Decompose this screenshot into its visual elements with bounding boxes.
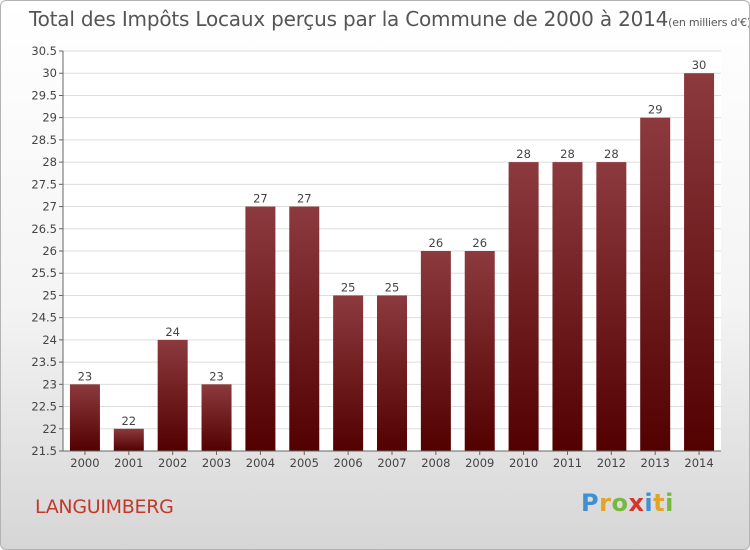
y-tick-label: 29 [42, 111, 57, 125]
y-tick-label: 23 [42, 377, 57, 391]
x-tick-label: 2010 [509, 456, 538, 470]
bar-value-label: 28 [560, 147, 575, 161]
y-tick-label: 26.5 [31, 222, 57, 236]
bar-value-label: 25 [385, 280, 400, 294]
bar-2001[interactable] [113, 428, 144, 451]
y-tick-label: 22 [42, 422, 57, 436]
logo-letter: r [599, 489, 612, 517]
logo-letter: i [665, 489, 674, 517]
bar-2002[interactable] [157, 339, 188, 451]
bar-value-label: 30 [692, 58, 707, 72]
x-tick-label: 2001 [114, 456, 143, 470]
y-tick-label: 25 [42, 288, 57, 302]
axes: 21.5 22 22.5 23 23.5 24 24.5 25 25.5 26 26.5 27 27.5… [31, 44, 721, 470]
bars: 23 22 24 23 27 27 25 25 26 26 28 28 28 29 30 [69, 58, 715, 452]
y-tick-label: 26 [42, 244, 57, 258]
x-tick-label: 2006 [333, 456, 362, 470]
bar-value-label: 28 [516, 147, 531, 161]
bar-2007[interactable] [377, 295, 407, 451]
y-tick-label: 23.5 [31, 355, 57, 369]
chart-title: Total des Impôts Locaux perçus par la Co… [29, 7, 750, 31]
logo-letter: o [611, 489, 629, 517]
bar-2008[interactable] [420, 251, 451, 451]
y-tick-label: 30 [42, 66, 57, 80]
bar-value-label: 27 [297, 192, 312, 206]
bar-value-label: 26 [472, 236, 487, 250]
bar-2010[interactable] [508, 162, 539, 451]
x-tick-label: 2009 [465, 456, 494, 470]
x-tick-label: 2012 [597, 456, 626, 470]
x-tick-label: 2004 [246, 456, 275, 470]
y-tick-label: 25.5 [31, 266, 57, 280]
y-tick-label: 24 [42, 333, 57, 347]
y-tick-label: 21.5 [31, 444, 57, 458]
chart-title-main: Total des Impôts Locaux perçus par la Co… [29, 7, 669, 31]
bar-2003[interactable] [201, 384, 232, 451]
x-tick-label: 2014 [684, 456, 713, 470]
logo-letter: P [581, 489, 600, 517]
logo-letter: t [653, 489, 666, 517]
bar-2011[interactable] [552, 162, 583, 451]
bar-2009[interactable] [464, 251, 495, 451]
y-tick-label: 30.5 [31, 44, 57, 58]
logo-letter: x [628, 489, 645, 517]
x-tick-label: 2005 [290, 456, 319, 470]
bar-value-label: 25 [341, 280, 356, 294]
bar-2013[interactable] [640, 117, 671, 452]
bar-value-label: 29 [648, 103, 663, 117]
bar-2012[interactable] [596, 162, 627, 451]
y-tick-label: 22.5 [31, 400, 57, 414]
y-tick-label: 28.5 [31, 133, 57, 147]
bar-value-label: 26 [429, 236, 444, 250]
bar-value-label: 23 [78, 369, 93, 383]
chart-title-unit: (en milliers d'€) [668, 16, 750, 29]
proxiti-logo[interactable]: Proxiti [581, 489, 674, 517]
bar-2000[interactable] [69, 384, 100, 451]
bar-value-label: 27 [253, 192, 268, 206]
bar-2005[interactable] [289, 206, 320, 451]
y-tick-label: 27 [42, 200, 57, 214]
x-tick-label: 2008 [421, 456, 450, 470]
logo-letter: i [644, 489, 654, 517]
y-tick-label: 29.5 [31, 88, 57, 102]
commune-name: LANGUIMBERG [35, 496, 174, 518]
bar-value-label: 24 [165, 325, 180, 339]
x-tick-label: 2007 [377, 456, 406, 470]
bar-chart: 23 22 24 23 27 27 25 25 26 26 28 28 28 29 30 21.5 22 22.… [31, 44, 721, 470]
x-tick-label: 2002 [158, 456, 187, 470]
y-tick-label: 28 [42, 155, 57, 169]
x-tick-label: 2011 [553, 456, 582, 470]
bar-2006[interactable] [333, 295, 364, 451]
bar-2014[interactable] [684, 73, 715, 451]
x-tick-label: 2003 [202, 456, 231, 470]
bar-value-label: 28 [604, 147, 619, 161]
bar-value-label: 23 [209, 369, 224, 383]
bar-value-label: 22 [121, 414, 136, 428]
bar-2004[interactable] [245, 206, 276, 451]
x-tick-label: 2013 [641, 456, 670, 470]
y-tick-label: 24.5 [31, 311, 57, 325]
x-tick-label: 2000 [70, 456, 99, 470]
y-tick-label: 27.5 [31, 177, 57, 191]
